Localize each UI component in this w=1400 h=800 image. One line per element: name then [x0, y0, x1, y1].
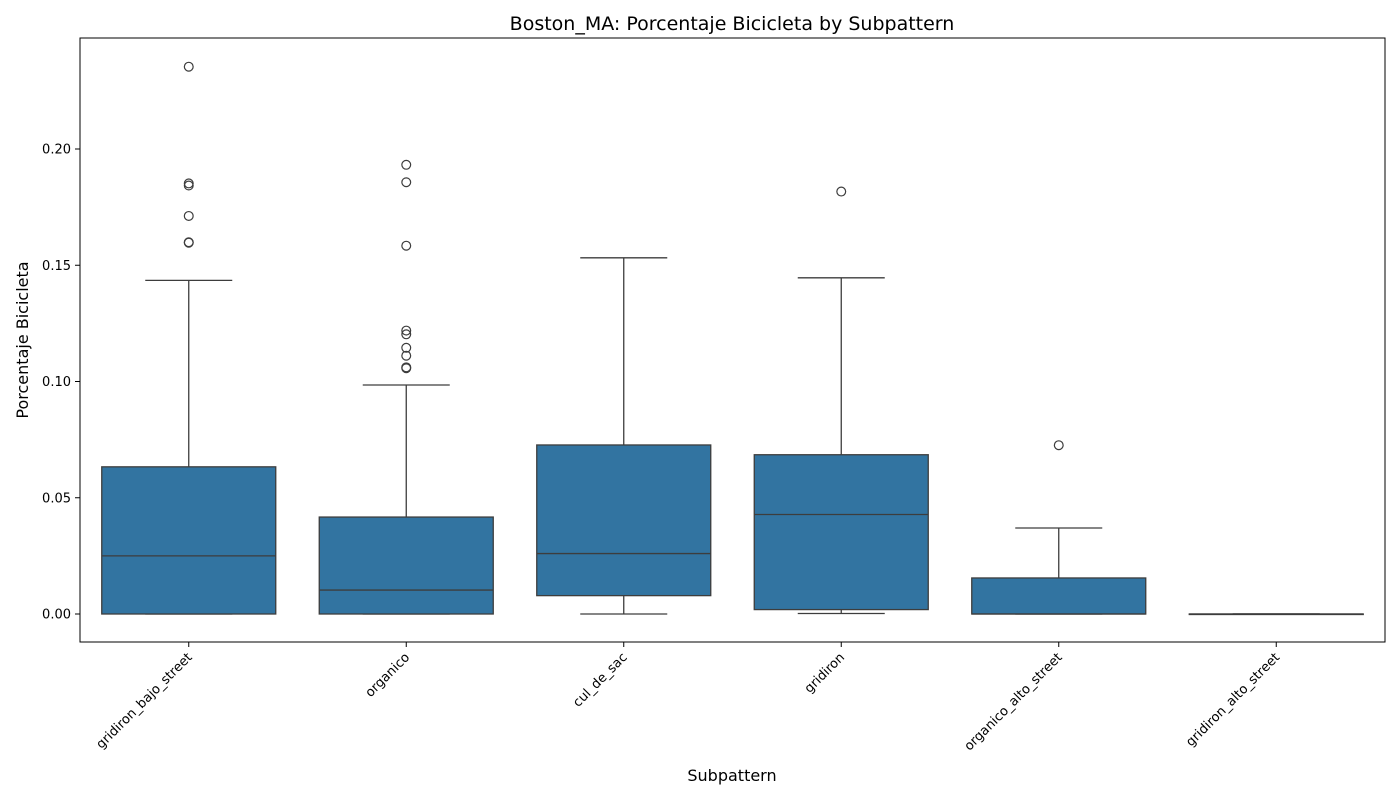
iqr-box: [318, 516, 494, 615]
y-tick-label: 0.10: [42, 375, 71, 390]
outlier-point: [401, 159, 412, 170]
box-group-gridiron-bajo-street: [101, 61, 277, 615]
outlier-point: [401, 350, 412, 361]
iqr-box: [971, 577, 1147, 615]
outlier-point: [401, 325, 412, 336]
boxes-layer: [101, 61, 1364, 616]
outlier-point: [401, 362, 412, 373]
x-axis-title: Subpattern: [687, 766, 776, 785]
x-tick-label: gridiron_bajo_street: [94, 650, 196, 752]
iqr-box: [536, 444, 712, 597]
x-tick-label: gridiron: [802, 650, 848, 696]
y-tick-label: 0.20: [42, 143, 71, 158]
outlier-point: [183, 237, 194, 248]
y-tick-label: 0.15: [42, 259, 71, 274]
outlier-point: [1053, 440, 1064, 451]
box-group-gridiron-alto-street: [1188, 613, 1364, 616]
outlier-point: [401, 177, 412, 188]
box-group-cul-de-sac: [536, 257, 712, 615]
x-tick-label: cul_de_sac: [570, 650, 630, 710]
x-tick-label: gridiron_alto_street: [1183, 650, 1283, 750]
outlier-point: [836, 186, 847, 197]
x-tick-label: organico_alto_street: [962, 650, 1066, 754]
outlier-point: [401, 240, 412, 251]
box-group-organico-alto-street: [971, 440, 1147, 615]
x-axis-ticks: gridiron_bajo_street organico cul_de_sac gr…: [94, 642, 1283, 754]
y-tick-label: 0.05: [42, 491, 71, 506]
y-axis-title: Porcentaje Bicicleta: [13, 261, 32, 418]
iqr-box: [101, 466, 277, 615]
y-axis-ticks: 0.00 0.05 0.10 0.15 0.20: [42, 143, 80, 623]
outlier-point: [401, 342, 412, 353]
outlier-point: [183, 210, 194, 221]
outlier-point: [401, 329, 412, 340]
box-group-gridiron: [753, 186, 929, 615]
outlier-point: [183, 178, 194, 189]
x-tick-label: organico: [363, 650, 413, 700]
plot-area-frame: [79, 37, 1386, 643]
outlier-point: [183, 61, 194, 72]
box-group-organico: [318, 159, 494, 615]
y-tick-label: 0.00: [42, 608, 71, 623]
chart-title: Boston_MA: Porcentaje Bicicleta by Subpa…: [510, 13, 955, 35]
iqr-box: [753, 454, 929, 611]
outlier-point: [183, 180, 194, 191]
